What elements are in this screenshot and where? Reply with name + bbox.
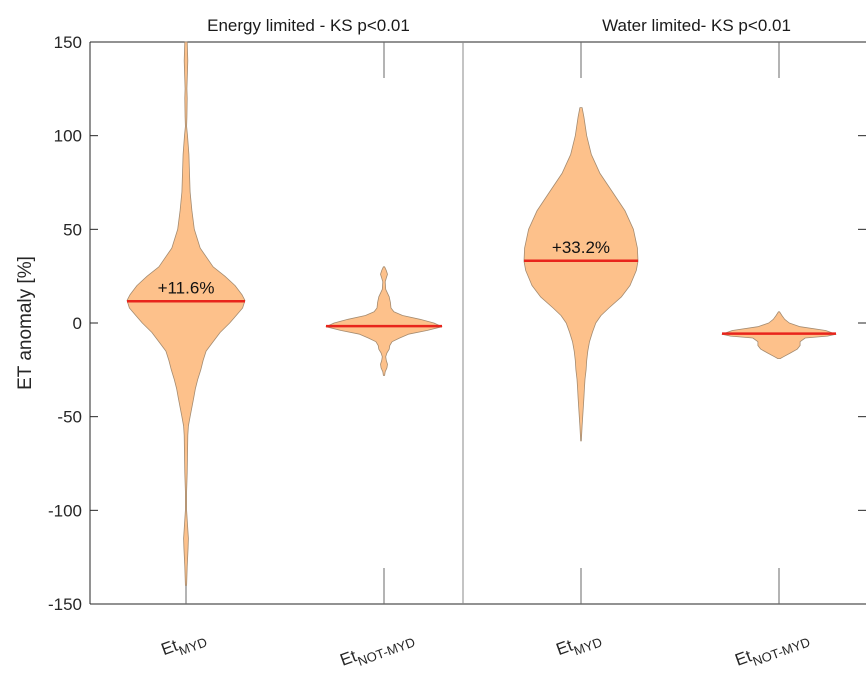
category-label: EtMYD: [159, 626, 209, 664]
category-main: Et: [732, 646, 754, 669]
panel-title: Energy limited - KS p<0.01: [207, 16, 410, 35]
category-main: Et: [554, 636, 576, 659]
category-subscript: MYD: [572, 634, 604, 658]
y-tick-label: -100: [48, 501, 82, 520]
category-label: EtNOT-MYD: [732, 626, 812, 675]
labels: 150 100 50 0 -50 -100 -150 +11.6% +33.2% Energy l…: [15, 16, 812, 675]
category-subscript: NOT-MYD: [356, 634, 417, 669]
violin-body: [126, 41, 246, 586]
category-main: Et: [337, 646, 359, 669]
category-label: EtMYD: [554, 626, 604, 664]
y-tick-label: 100: [54, 127, 82, 146]
median-annotation: +33.2%: [552, 238, 610, 257]
category-subscript: MYD: [177, 634, 209, 658]
y-axis-label: ET anomaly [%]: [15, 256, 36, 390]
violin-body: [325, 266, 443, 376]
median-annotation: +11.6%: [158, 278, 215, 297]
y-tick-label: 0: [73, 314, 82, 333]
violin-body: [721, 311, 837, 359]
violin-body: [523, 107, 639, 442]
y-tick-label: -50: [57, 408, 82, 427]
y-tick-label: 50: [63, 220, 82, 239]
violins: [126, 41, 837, 586]
category-label: EtNOT-MYD: [337, 626, 417, 675]
category-subscript: NOT-MYD: [751, 634, 812, 669]
axes: [89, 41, 866, 605]
category-main: Et: [159, 636, 181, 659]
y-tick-label: 150: [54, 33, 82, 52]
panel-title: Water limited- KS p<0.01: [602, 16, 791, 35]
y-tick-label: -150: [48, 595, 82, 614]
